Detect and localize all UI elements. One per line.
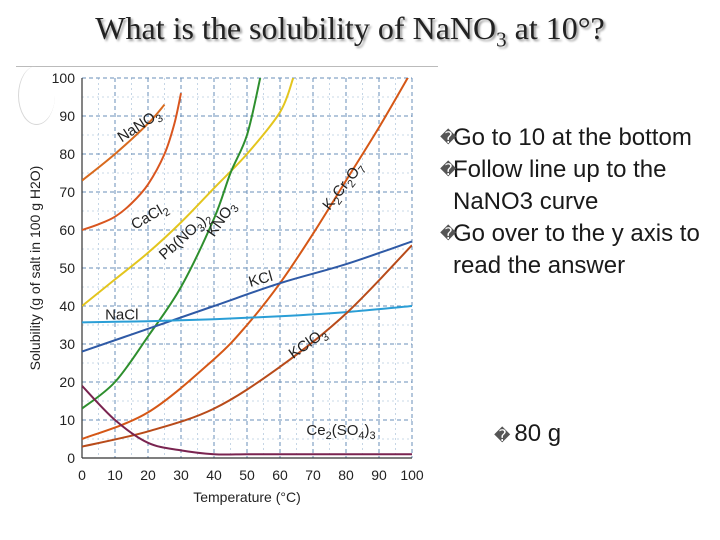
y-tick-label: 100 — [52, 70, 76, 86]
solubility-chart-svg: 0 10 20 30 40 50 60 70 80 90 100 0 10 20 30 40 50 60 70 80 9… — [27, 70, 424, 505]
y-tick-label: 50 — [59, 260, 75, 276]
y-tick-label: 20 — [59, 374, 75, 390]
x-tick-label: 80 — [338, 467, 354, 483]
series-group — [82, 78, 412, 456]
y-axis-label: Solubility (g of salt in 100 g H2O) — [27, 166, 43, 371]
x-axis-label: Temperature (°C) — [193, 489, 301, 505]
x-tick-label: 20 — [140, 467, 156, 483]
series-line-kclo3 — [82, 244, 412, 448]
bullet-item: � Follow line up to the NaNO3 curve — [440, 154, 710, 218]
bullet-text: Go to 10 at the bottom — [453, 124, 692, 151]
x-tick-label: 40 — [206, 467, 222, 483]
series-label-nacl: NaCl — [105, 306, 138, 323]
series-label-kcl: KCl — [247, 268, 275, 291]
bullet-text: Follow line up to the NaNO3 curve — [453, 156, 667, 215]
bullet-list: � Go to 10 at the bottom � Follow line up … — [440, 122, 710, 282]
y-tick-label: 40 — [59, 298, 75, 314]
x-tick-label: 0 — [78, 467, 86, 483]
series-line-pb-no3-2 — [82, 78, 295, 307]
bullet-glyph-icon: � — [440, 224, 457, 243]
series-label-ce2-so4-3: Ce2(SO4)3 — [306, 422, 375, 442]
series-line-nano3 — [82, 103, 166, 182]
y-tick-label: 60 — [59, 222, 75, 238]
bullet-glyph-icon: � — [440, 160, 457, 179]
solubility-chart: 0 10 20 30 40 50 60 70 80 90 100 0 10 20 30 40 50 60 70 80 9… — [22, 66, 438, 512]
x-tick-label: 30 — [173, 467, 189, 483]
y-tick-label: 70 — [59, 184, 75, 200]
series-line-nacl — [82, 305, 412, 324]
decorative-rule — [16, 66, 438, 67]
answer: � 80 g — [494, 420, 561, 448]
series-line-kno3 — [82, 78, 262, 410]
x-tick-label: 100 — [400, 467, 424, 483]
y-tick-label: 90 — [59, 108, 75, 124]
y-tick-label: 0 — [67, 450, 75, 466]
y-tick-label: 30 — [59, 336, 75, 352]
bullet-item: � Go over to the y axis to read the answe… — [440, 218, 710, 282]
bullet-text: Go over to the y axis to read the answer — [453, 220, 700, 279]
x-tick-label: 70 — [305, 467, 321, 483]
series-line-cacl2 — [82, 92, 182, 231]
x-tick-label: 90 — [371, 467, 387, 483]
x-tick-label: 10 — [107, 467, 123, 483]
y-tick-label: 80 — [59, 146, 75, 162]
bullet-glyph-icon: � — [440, 128, 457, 147]
series-line-kcl — [82, 240, 412, 353]
x-tick-label: 60 — [272, 467, 288, 483]
answer-text: 80 g — [514, 420, 562, 447]
y-tick-label: 10 — [59, 412, 75, 428]
decorative-ring — [18, 66, 55, 125]
series-line-ce2-so4-3 — [82, 385, 412, 456]
x-tick-label: 50 — [239, 467, 255, 483]
slide-title: What is the solubility of NaNO3 at 10°? — [95, 10, 605, 52]
bullet-item: � Go to 10 at the bottom — [440, 122, 710, 154]
bullet-glyph-icon: � — [494, 426, 511, 445]
